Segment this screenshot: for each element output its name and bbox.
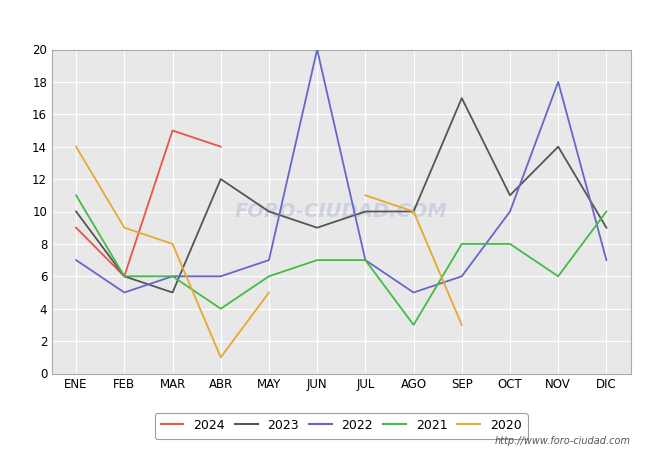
2021 [168,274,176,279]
2023 [168,290,176,295]
2024 [168,128,176,133]
2022 [554,79,562,85]
2024 [72,225,80,230]
2022 [603,257,610,263]
2021 [217,306,225,311]
2021 [410,322,417,328]
2023 [506,193,514,198]
2024 [217,144,225,149]
2023 [361,209,369,214]
2021 [120,274,128,279]
2021 [506,241,514,247]
2021 [361,257,369,263]
2023 [72,209,80,214]
2021 [554,274,562,279]
Line: 2024: 2024 [76,130,221,276]
2022 [120,290,128,295]
2022 [313,47,321,52]
2022 [361,257,369,263]
2022 [410,290,417,295]
2021 [458,241,465,247]
2022 [217,274,225,279]
Text: http://www.foro-ciudad.com: http://www.foro-ciudad.com [495,436,630,446]
2023 [313,225,321,230]
Text: Matriculaciones de Vehiculos en Sencelles: Matriculaciones de Vehiculos en Sencelle… [150,14,500,32]
2022 [506,209,514,214]
2023 [217,176,225,182]
Line: 2021: 2021 [76,195,606,325]
Line: 2023: 2023 [76,98,606,292]
2022 [72,257,80,263]
2021 [603,209,610,214]
2022 [265,257,273,263]
2024 [120,274,128,279]
2021 [265,274,273,279]
2021 [72,193,80,198]
2020 [168,241,176,247]
2021 [313,257,321,263]
2023 [603,225,610,230]
2022 [458,274,465,279]
2020 [72,144,80,149]
2023 [120,274,128,279]
Legend: 2024, 2023, 2022, 2021, 2020: 2024, 2023, 2022, 2021, 2020 [155,413,528,439]
Line: 2020: 2020 [76,147,269,357]
2023 [554,144,562,149]
2023 [265,209,273,214]
2020 [120,225,128,230]
Text: FORO-CIUDAD.COM: FORO-CIUDAD.COM [235,202,448,221]
2020 [265,290,273,295]
2020 [217,355,225,360]
2023 [458,95,465,101]
2022 [168,274,176,279]
Line: 2022: 2022 [76,50,606,292]
2023 [410,209,417,214]
